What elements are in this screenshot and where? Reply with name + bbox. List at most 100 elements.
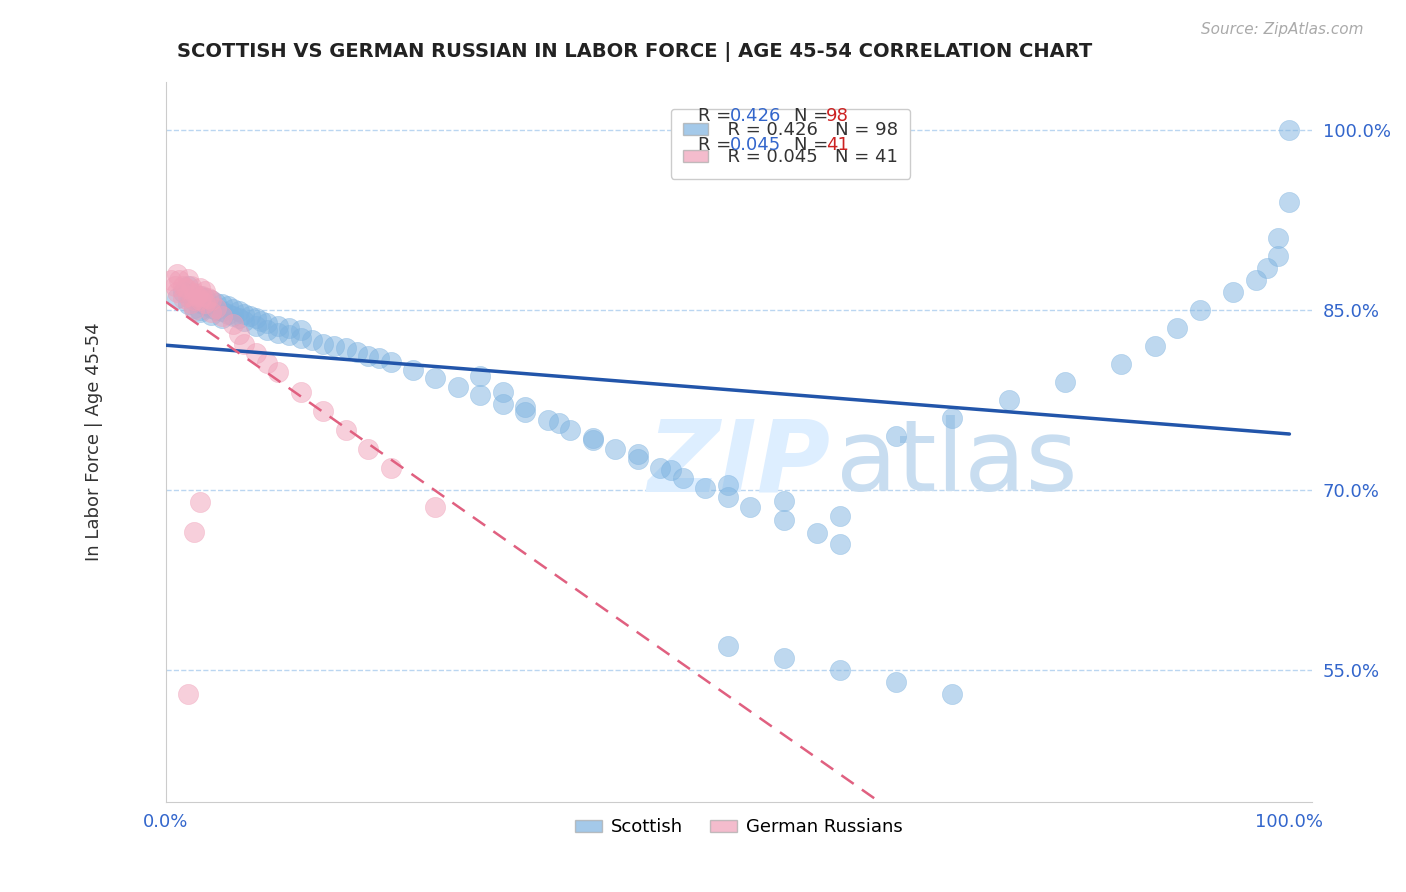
Point [245,311,267,326]
Point [172,285,194,299]
Point [177,271,200,285]
Point [560,423,582,437]
Point [183,302,205,317]
Point [492,396,515,410]
Point [200,293,222,308]
Point [180,295,202,310]
Point [1267,249,1289,263]
Point [250,314,273,328]
Point [335,342,357,356]
Point [222,309,245,323]
Point [177,279,200,293]
Point [172,291,194,305]
Point [194,284,217,298]
Point [492,384,515,399]
Point [183,293,205,308]
Point [380,354,402,368]
Text: R =: R = [697,136,731,154]
Point [188,305,211,319]
Point [217,306,239,320]
Point [806,526,828,541]
Point [672,471,695,485]
Point [188,495,211,509]
Point [211,309,233,323]
Point [194,298,217,312]
Point [174,281,197,295]
Point [425,371,447,385]
Point [233,314,256,328]
Point [239,309,262,323]
Point [200,308,222,322]
Point [200,293,222,308]
Point [717,639,740,653]
Point [650,461,672,475]
Text: atlas: atlas [837,415,1078,512]
Point [1244,273,1267,287]
Point [211,311,233,326]
Text: ZIP: ZIP [647,415,830,512]
Point [515,405,537,419]
Point [582,433,605,447]
Point [188,293,211,308]
Point [301,333,323,347]
Point [267,326,290,340]
Point [470,368,492,383]
Point [627,447,650,461]
Point [180,279,202,293]
Point [194,291,217,305]
Point [211,297,233,311]
Point [605,442,627,457]
Point [190,288,212,302]
Point [205,301,228,315]
Point [228,304,250,318]
Point [380,461,402,475]
Point [211,304,233,318]
Text: N =: N = [794,136,828,154]
Point [828,509,851,524]
Point [997,392,1019,407]
Point [267,318,290,333]
Point [772,493,794,508]
Point [183,293,205,308]
Point [194,295,217,310]
Point [160,273,183,287]
Point [447,380,470,394]
Point [278,321,301,335]
Point [661,462,683,476]
Point [1143,339,1166,353]
Point [884,675,907,690]
Text: R =: R = [697,107,731,126]
Point [166,285,188,299]
Point [245,346,267,360]
Point [183,286,205,301]
Point [1222,285,1244,299]
Point [368,351,391,365]
Point [1053,375,1076,389]
Point [267,365,290,379]
Legend: Scottish, German Russians: Scottish, German Russians [568,811,910,844]
Point [188,281,211,295]
Point [186,288,208,302]
Text: SCOTTISH VS GERMAN RUSSIAN IN LABOR FORCE | AGE 45-54 CORRELATION CHART: SCOTTISH VS GERMAN RUSSIAN IN LABOR FORC… [177,42,1092,62]
Point [695,481,717,495]
Point [278,328,301,343]
Point [884,429,907,443]
Point [290,330,312,344]
Text: N =: N = [794,107,828,126]
Point [233,306,256,320]
Text: 0.045: 0.045 [730,136,780,154]
Text: 98: 98 [825,107,849,126]
Point [582,431,605,445]
Point [828,537,851,551]
Point [245,318,267,333]
Point [188,288,211,302]
Point [1166,321,1188,335]
Point [941,687,963,701]
Point [515,400,537,414]
Point [470,388,492,402]
Point [256,316,278,330]
Point [1267,231,1289,245]
Point [183,291,205,305]
Point [163,279,186,293]
Point [1278,194,1301,209]
